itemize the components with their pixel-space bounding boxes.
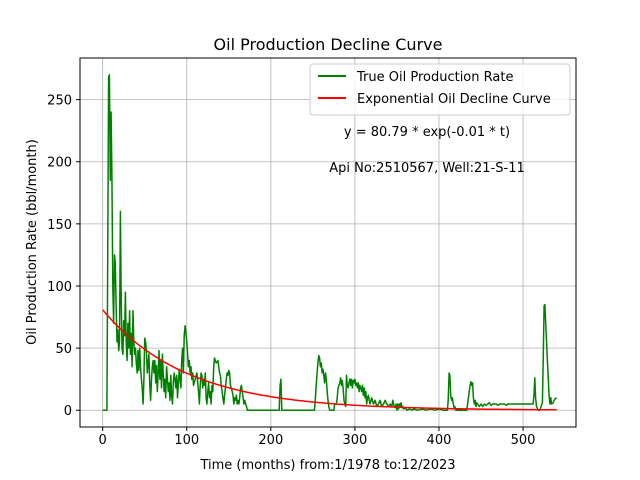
x-tick-marks: 0 100 200 300 400 500	[99, 427, 536, 448]
chart-title: Oil Production Decline Curve	[214, 35, 443, 54]
x-gridlines	[102, 58, 524, 427]
series-true-oil	[102, 74, 558, 411]
legend-true-label: True Oil Production Rate	[356, 70, 513, 85]
y-tick-label: 150	[47, 218, 72, 233]
plot-frame	[79, 57, 577, 428]
y-tick-marks: 0 50 100 150 200 250	[47, 94, 80, 419]
y-axis-label: Oil Production Rate (bbl/month)	[25, 139, 40, 345]
x-tick-label: 300	[342, 433, 367, 448]
y-tick-label: 250	[47, 94, 72, 109]
true-production-line	[102, 74, 558, 411]
legend-exp-label: Exponential Oil Decline Curve	[357, 92, 551, 107]
y-tick-label: 200	[47, 156, 72, 171]
x-tick-label: 500	[511, 433, 536, 448]
y-tick-label: 50	[55, 342, 72, 357]
x-tick-label: 100	[174, 433, 199, 448]
x-tick-label: 200	[258, 433, 283, 448]
equation-annotation: y = 80.79 * exp(-0.01 * t)	[344, 125, 510, 140]
y-tick-label: 100	[47, 280, 72, 295]
well-annotation: Api No:2510567, Well:21-S-11	[329, 161, 525, 176]
series-exponential	[102, 309, 557, 411]
x-tick-label: 400	[427, 433, 452, 448]
x-axis-label: Time (months) from:1/1978 to:12/2023	[199, 458, 455, 473]
legend-box	[309, 63, 571, 116]
legend: True Oil Production Rate Exponential Oil…	[309, 63, 571, 116]
exponential-decline-line	[102, 309, 557, 411]
y-tick-label: 0	[64, 404, 72, 419]
x-tick-label: 0	[99, 433, 107, 448]
